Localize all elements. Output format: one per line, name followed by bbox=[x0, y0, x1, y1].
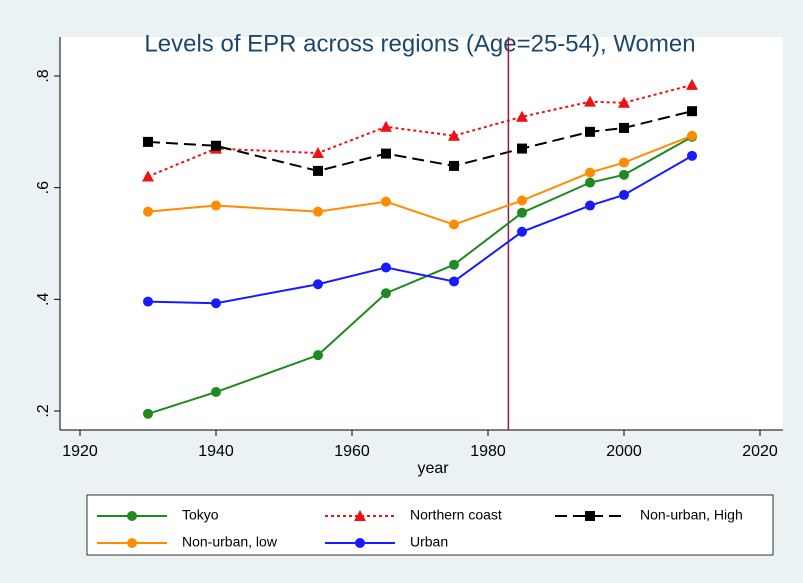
marker bbox=[143, 206, 153, 217]
marker bbox=[381, 262, 391, 273]
marker bbox=[619, 169, 629, 180]
x-axis-title: year bbox=[417, 460, 449, 477]
marker bbox=[516, 110, 528, 122]
marker bbox=[686, 78, 698, 90]
marker bbox=[312, 147, 324, 159]
legend-label: Non-urban, low bbox=[182, 534, 278, 550]
marker bbox=[380, 120, 392, 132]
marker bbox=[211, 298, 221, 309]
y-tick-label: .6 bbox=[35, 181, 52, 194]
marker bbox=[619, 157, 629, 168]
x-tick-label: 1980 bbox=[470, 443, 506, 460]
marker bbox=[143, 296, 153, 307]
marker bbox=[687, 150, 697, 161]
marker bbox=[381, 288, 391, 299]
marker bbox=[381, 148, 391, 159]
marker bbox=[517, 195, 527, 206]
marker bbox=[313, 165, 323, 176]
marker bbox=[127, 511, 137, 521]
marker bbox=[619, 189, 629, 200]
marker bbox=[584, 95, 596, 107]
marker bbox=[313, 350, 323, 361]
marker bbox=[517, 226, 527, 237]
legend-label: Tokyo bbox=[182, 507, 219, 523]
marker bbox=[355, 538, 365, 548]
chart-title: Levels of EPR across regions (Age=25-54)… bbox=[144, 30, 695, 57]
marker bbox=[687, 106, 697, 117]
legend bbox=[86, 494, 774, 556]
plot-area bbox=[60, 37, 783, 430]
x-tick-label: 2000 bbox=[606, 443, 642, 460]
marker bbox=[517, 143, 527, 154]
y-tick-label: .4 bbox=[35, 293, 52, 306]
series-line bbox=[147, 83, 693, 178]
x-tick-label: 1960 bbox=[334, 443, 370, 460]
marker bbox=[381, 196, 391, 207]
marker bbox=[449, 259, 459, 270]
legend-label: Urban bbox=[410, 534, 448, 550]
marker bbox=[127, 538, 137, 548]
marker bbox=[211, 387, 221, 398]
marker bbox=[211, 200, 221, 211]
y-tick-label: .8 bbox=[35, 69, 52, 82]
marker bbox=[585, 167, 595, 178]
x-tick-label: 1940 bbox=[198, 443, 234, 460]
marker bbox=[142, 170, 154, 182]
legend-label: Non-urban, High bbox=[640, 507, 743, 523]
marker bbox=[448, 129, 460, 141]
x-tick-label: 1920 bbox=[62, 443, 98, 460]
marker bbox=[313, 206, 323, 217]
marker bbox=[354, 510, 366, 521]
marker bbox=[449, 160, 459, 171]
marker bbox=[618, 96, 630, 108]
marker bbox=[449, 276, 459, 287]
marker bbox=[313, 279, 323, 290]
y-tick-label: .2 bbox=[35, 404, 52, 417]
marker bbox=[143, 408, 153, 419]
legend-label: Northern coast bbox=[410, 507, 502, 523]
marker bbox=[585, 511, 595, 521]
marker bbox=[585, 126, 595, 137]
marker bbox=[585, 200, 595, 211]
marker bbox=[619, 122, 629, 133]
marker bbox=[517, 207, 527, 218]
marker bbox=[449, 219, 459, 230]
marker bbox=[211, 140, 221, 151]
marker bbox=[143, 136, 153, 147]
x-tick-label: 2020 bbox=[742, 443, 778, 460]
marker bbox=[585, 177, 595, 188]
marker bbox=[687, 130, 697, 141]
